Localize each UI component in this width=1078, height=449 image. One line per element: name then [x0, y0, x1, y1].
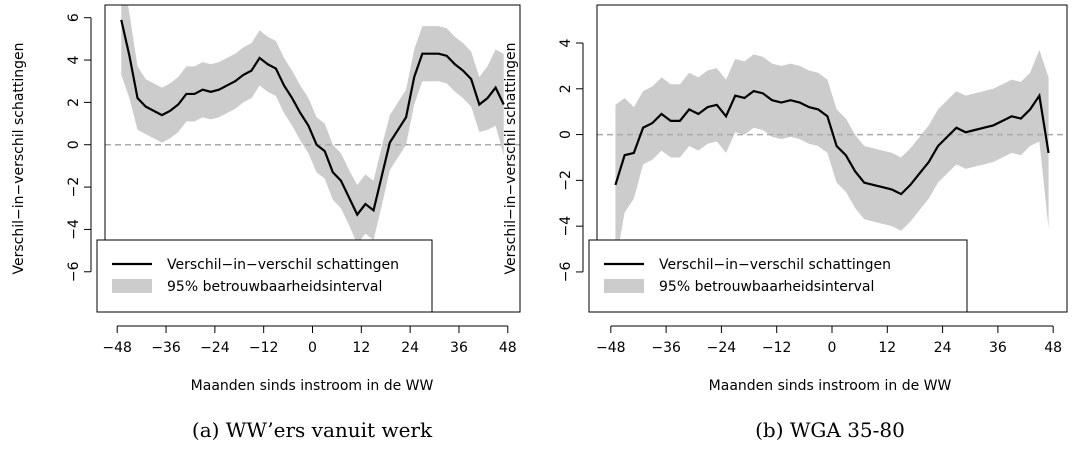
- caption: (b) WGA 35-80: [755, 418, 905, 442]
- x-tick-label: −12: [249, 340, 279, 356]
- x-tick-label: 48: [1044, 340, 1062, 356]
- plot-area: [105, 5, 520, 245]
- y-axis-label: Verschil−in−verschil schattingen: [11, 42, 27, 274]
- x-tick-label: 24: [934, 340, 952, 356]
- x-tick-label: 36: [989, 340, 1007, 356]
- legend-label: 95% betrouwbaarheidsinterval: [167, 279, 382, 295]
- y-tick-label: −6: [66, 261, 82, 282]
- x-tick-label: −48: [596, 340, 626, 356]
- x-tick-label: 12: [352, 340, 370, 356]
- y-tick-label: 0: [66, 140, 82, 149]
- y-tick-label: 6: [66, 13, 82, 22]
- y-tick-label: −4: [558, 216, 574, 237]
- x-tick-label: 36: [450, 340, 468, 356]
- legend-box: [588, 239, 968, 313]
- legend-label: Verschil−in−verschil schattingen: [167, 257, 399, 273]
- y-tick-label: −2: [66, 177, 82, 198]
- line: [614, 89, 1050, 196]
- x-tick-label: −12: [762, 340, 792, 356]
- x-tick-label: 12: [878, 340, 896, 356]
- x-tick-label: 0: [308, 340, 317, 356]
- y-tick-label: −4: [66, 219, 82, 240]
- plot-area: [597, 49, 1067, 266]
- legend-label: Verschil−in−verschil schattingen: [659, 257, 891, 273]
- x-tick-label: −36: [151, 340, 181, 356]
- x-axis-label: Maanden sinds instroom in de WW: [191, 378, 434, 394]
- line: [120, 19, 505, 217]
- y-tick-label: −2: [558, 170, 574, 191]
- x-axis-label: Maanden sinds instroom in de WW: [709, 378, 952, 394]
- x-tick-label: 24: [401, 340, 419, 356]
- y-tick-label: 0: [558, 130, 574, 139]
- caption: (a) WW’ers vanuit werk: [192, 418, 433, 442]
- x-tick-label: −36: [651, 340, 681, 356]
- y-tick-label: −6: [558, 262, 574, 283]
- y-axis-label: Verschil−in−verschil schattingen: [503, 42, 519, 274]
- y-tick-label: 4: [558, 38, 574, 47]
- confidence-band: [121, 5, 504, 245]
- y-tick-label: 2: [558, 84, 574, 93]
- x-tick-label: 48: [499, 340, 517, 356]
- legend-label: 95% betrouwbaarheidsinterval: [659, 279, 874, 295]
- x-tick-label: −24: [707, 340, 737, 356]
- x-tick-label: 0: [828, 340, 837, 356]
- x-tick-label: −24: [200, 340, 230, 356]
- x-tick-label: −48: [102, 340, 132, 356]
- y-tick-label: 2: [66, 98, 82, 107]
- legend-box: [96, 239, 433, 313]
- y-tick-label: 4: [66, 56, 82, 65]
- confidence-band: [615, 49, 1049, 266]
